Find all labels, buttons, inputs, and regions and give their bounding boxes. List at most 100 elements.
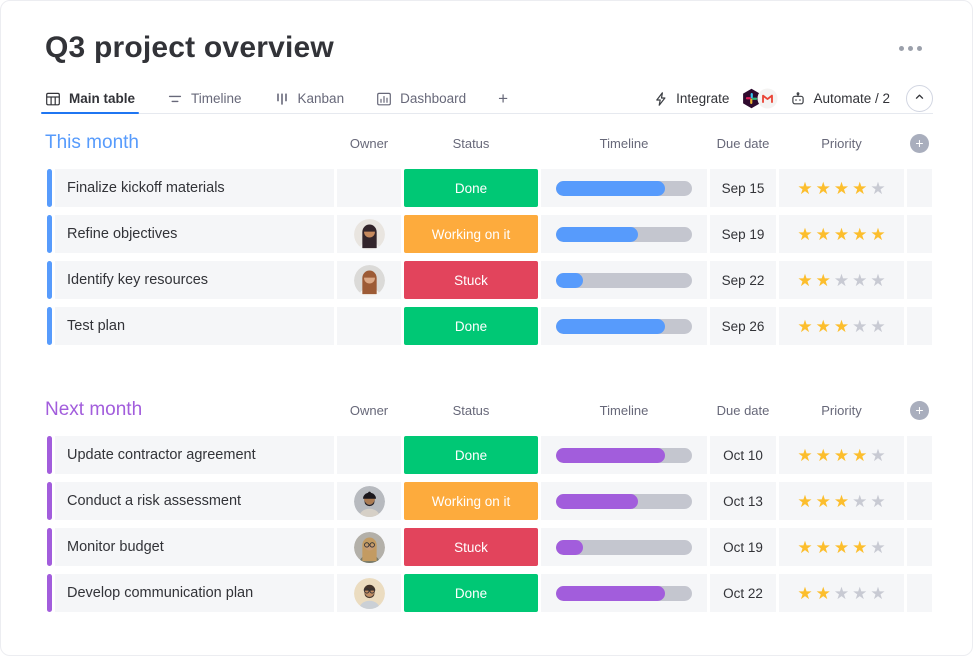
timeline-cell[interactable] xyxy=(541,261,707,299)
column-header-owner[interactable]: Owner xyxy=(349,402,389,418)
owner-cell[interactable] xyxy=(337,528,401,566)
star-filled-icon[interactable]: ★ xyxy=(797,583,813,603)
due-date-cell[interactable]: Oct 13 xyxy=(710,482,776,520)
status-cell[interactable]: Working on it xyxy=(404,482,538,520)
gmail-icon[interactable] xyxy=(757,88,778,109)
star-filled-icon[interactable]: ★ xyxy=(833,445,850,465)
star-empty-icon[interactable]: ★ xyxy=(870,583,886,603)
timeline-cell[interactable] xyxy=(541,215,707,253)
star-filled-icon[interactable]: ★ xyxy=(852,537,868,557)
status-cell[interactable]: Stuck xyxy=(404,261,538,299)
star-filled-icon[interactable]: ★ xyxy=(852,224,868,244)
owner-cell[interactable] xyxy=(337,215,401,253)
column-header-status[interactable]: Status xyxy=(452,135,490,151)
column-header-owner[interactable]: Owner xyxy=(349,135,389,151)
tab-timeline[interactable]: Timeline xyxy=(167,84,242,113)
task-name-cell[interactable]: Test plan xyxy=(55,307,334,345)
due-date-cell[interactable]: Oct 22 xyxy=(710,574,776,612)
column-header-priority[interactable]: Priority xyxy=(821,402,862,418)
star-filled-icon[interactable]: ★ xyxy=(815,445,831,465)
star-filled-icon[interactable]: ★ xyxy=(833,491,850,511)
star-filled-icon[interactable]: ★ xyxy=(852,445,868,465)
tab-dashboard[interactable]: Dashboard xyxy=(376,84,466,113)
star-filled-icon[interactable]: ★ xyxy=(797,537,813,557)
star-filled-icon[interactable]: ★ xyxy=(815,178,831,198)
column-header-timeline[interactable]: Timeline xyxy=(599,135,649,151)
star-filled-icon[interactable]: ★ xyxy=(815,316,831,336)
star-filled-icon[interactable]: ★ xyxy=(815,270,831,290)
more-options-icon[interactable] xyxy=(895,42,926,55)
due-date-cell[interactable]: Oct 10 xyxy=(710,436,776,474)
automate-button[interactable]: Automate / 2 xyxy=(790,91,890,107)
star-empty-icon[interactable]: ★ xyxy=(852,316,868,336)
tab-main-table[interactable]: Main table xyxy=(40,84,140,114)
star-empty-icon[interactable]: ★ xyxy=(870,270,886,290)
task-name-cell[interactable]: Update contractor agreement xyxy=(55,436,334,474)
timeline-cell[interactable] xyxy=(541,169,707,207)
star-filled-icon[interactable]: ★ xyxy=(833,224,850,244)
owner-cell[interactable] xyxy=(337,261,401,299)
task-name-cell[interactable]: Monitor budget xyxy=(55,528,334,566)
column-header-priority[interactable]: Priority xyxy=(821,135,862,151)
group-title[interactable]: This month xyxy=(45,132,139,153)
column-header-due-date[interactable]: Due date xyxy=(716,402,770,418)
star-empty-icon[interactable]: ★ xyxy=(833,270,850,290)
star-empty-icon[interactable]: ★ xyxy=(870,491,886,511)
star-filled-icon[interactable]: ★ xyxy=(870,224,886,244)
integrate-button[interactable]: Integrate xyxy=(653,91,729,107)
column-header-timeline[interactable]: Timeline xyxy=(599,402,649,418)
star-empty-icon[interactable]: ★ xyxy=(870,445,886,465)
task-name-cell[interactable]: Develop communication plan xyxy=(55,574,334,612)
star-filled-icon[interactable]: ★ xyxy=(815,583,831,603)
due-date-cell[interactable]: Sep 15 xyxy=(710,169,776,207)
owner-cell[interactable] xyxy=(337,169,401,207)
star-empty-icon[interactable]: ★ xyxy=(870,537,886,557)
timeline-cell[interactable] xyxy=(541,482,707,520)
star-empty-icon[interactable]: ★ xyxy=(833,583,850,603)
star-filled-icon[interactable]: ★ xyxy=(815,224,831,244)
owner-cell[interactable] xyxy=(337,574,401,612)
star-filled-icon[interactable]: ★ xyxy=(797,445,813,465)
star-filled-icon[interactable]: ★ xyxy=(797,178,813,198)
owner-cell[interactable] xyxy=(337,482,401,520)
star-filled-icon[interactable]: ★ xyxy=(833,316,850,336)
status-cell[interactable]: Done xyxy=(404,436,538,474)
status-cell[interactable]: Done xyxy=(404,169,538,207)
status-cell[interactable]: Stuck xyxy=(404,528,538,566)
star-empty-icon[interactable]: ★ xyxy=(852,491,868,511)
status-cell[interactable]: Done xyxy=(404,307,538,345)
star-empty-icon[interactable]: ★ xyxy=(852,270,868,290)
due-date-cell[interactable]: Sep 26 xyxy=(710,307,776,345)
star-empty-icon[interactable]: ★ xyxy=(870,316,886,336)
timeline-cell[interactable] xyxy=(541,307,707,345)
status-cell[interactable]: Working on it xyxy=(404,215,538,253)
timeline-cell[interactable] xyxy=(541,574,707,612)
column-header-due-date[interactable]: Due date xyxy=(716,135,770,151)
task-name-cell[interactable]: Refine objectives xyxy=(55,215,334,253)
task-name-cell[interactable]: Finalize kickoff materials xyxy=(55,169,334,207)
due-date-cell[interactable]: Oct 19 xyxy=(710,528,776,566)
star-filled-icon[interactable]: ★ xyxy=(797,316,813,336)
task-name-cell[interactable]: Identify key resources xyxy=(55,261,334,299)
task-name-cell[interactable]: Conduct a risk assessment xyxy=(55,482,334,520)
star-filled-icon[interactable]: ★ xyxy=(797,491,813,511)
star-filled-icon[interactable]: ★ xyxy=(852,178,868,198)
status-cell[interactable]: Done xyxy=(404,574,538,612)
star-filled-icon[interactable]: ★ xyxy=(797,270,813,290)
owner-cell[interactable] xyxy=(337,307,401,345)
star-filled-icon[interactable]: ★ xyxy=(833,537,850,557)
timeline-cell[interactable] xyxy=(541,436,707,474)
collapse-header-button[interactable] xyxy=(906,85,933,112)
add-column-button[interactable]: + xyxy=(910,133,929,153)
star-empty-icon[interactable]: ★ xyxy=(852,583,868,603)
star-filled-icon[interactable]: ★ xyxy=(797,224,813,244)
due-date-cell[interactable]: Sep 19 xyxy=(710,215,776,253)
add-view-button[interactable]: + xyxy=(498,88,509,108)
star-filled-icon[interactable]: ★ xyxy=(833,178,850,198)
due-date-cell[interactable]: Sep 22 xyxy=(710,261,776,299)
star-empty-icon[interactable]: ★ xyxy=(870,178,886,198)
add-column-button[interactable]: + xyxy=(910,400,929,420)
timeline-cell[interactable] xyxy=(541,528,707,566)
tab-kanban[interactable]: Kanban xyxy=(274,84,344,113)
group-title[interactable]: Next month xyxy=(45,399,143,420)
